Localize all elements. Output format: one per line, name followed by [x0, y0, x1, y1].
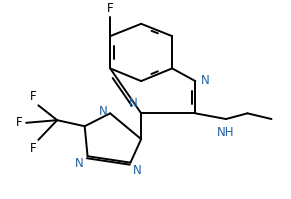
Text: F: F [107, 2, 113, 15]
Text: N: N [75, 157, 84, 170]
Text: F: F [29, 142, 36, 155]
Text: NH: NH [217, 126, 235, 139]
Text: F: F [16, 116, 23, 129]
Text: N: N [99, 105, 107, 118]
Text: N: N [133, 164, 142, 177]
Text: F: F [29, 91, 36, 103]
Text: N: N [200, 74, 209, 87]
Text: N: N [129, 97, 138, 110]
